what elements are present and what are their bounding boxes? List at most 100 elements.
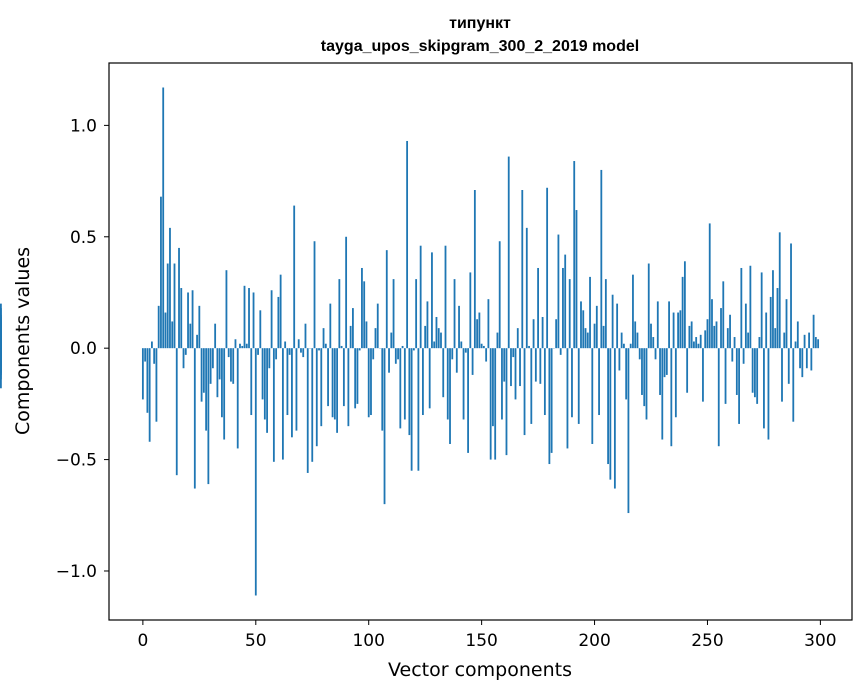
bar: [207, 348, 210, 485]
bar: [428, 348, 431, 409]
bar: [370, 348, 372, 416]
bar: [708, 223, 711, 349]
bar: [485, 348, 488, 362]
bar: [293, 205, 296, 349]
bar: [234, 339, 237, 349]
bar: [376, 303, 379, 349]
bar: [767, 348, 770, 440]
bar: [589, 276, 591, 349]
bar: [792, 348, 795, 422]
bar: [189, 323, 192, 349]
bar: [239, 343, 241, 349]
bar: [534, 348, 537, 382]
bar: [747, 332, 750, 349]
bar: [559, 348, 562, 355]
bar: [785, 299, 788, 349]
bar: [291, 348, 293, 438]
bar: [591, 348, 594, 444]
bar: [374, 328, 377, 349]
bar: [286, 348, 289, 416]
bar: [496, 332, 499, 349]
bar: [616, 303, 619, 349]
bar: [297, 339, 300, 349]
bar: [252, 292, 255, 349]
bar: [801, 348, 804, 378]
bar: [564, 254, 567, 349]
bar: [193, 348, 196, 489]
bar: [677, 312, 680, 349]
bar: [817, 339, 820, 349]
bar: [661, 348, 664, 440]
bar: [205, 348, 208, 431]
bar: [604, 279, 607, 349]
bar: [751, 348, 754, 393]
bar: [248, 288, 250, 349]
bar: [620, 332, 623, 349]
bar: [663, 348, 666, 378]
y-axis-label: Components values: [12, 247, 34, 435]
y-tick-label: 0.0: [70, 339, 97, 359]
bar: [693, 341, 695, 349]
bar: [595, 305, 598, 349]
bar: [478, 312, 481, 349]
bar: [543, 348, 546, 416]
bar: [726, 328, 729, 349]
bar-series: [0, 87, 820, 596]
bar: [487, 299, 490, 349]
bar: [546, 187, 549, 349]
bar: [232, 348, 235, 384]
bar: [169, 227, 171, 349]
bar: [571, 348, 573, 418]
bar: [781, 348, 783, 402]
bar: [814, 337, 817, 349]
bar: [537, 267, 539, 349]
bar: [805, 348, 808, 369]
bar: [184, 348, 187, 355]
y-tick-label: 0.5: [70, 228, 97, 248]
bar: [607, 348, 609, 465]
bar: [528, 345, 530, 349]
bar: [254, 348, 257, 596]
bar: [453, 279, 456, 349]
bar: [266, 348, 268, 433]
bar: [166, 263, 169, 349]
bar: [426, 301, 429, 349]
bar: [164, 312, 167, 349]
bar: [437, 328, 440, 349]
bar: [492, 348, 494, 427]
bar: [444, 245, 447, 349]
bar: [329, 303, 332, 349]
bar: [735, 348, 738, 395]
bar: [482, 345, 485, 349]
bar: [720, 308, 722, 349]
bar: [446, 348, 449, 420]
bar: [306, 348, 309, 473]
bar: [541, 316, 544, 349]
bar: [790, 243, 792, 349]
bar: [367, 348, 370, 418]
bar: [756, 348, 759, 404]
bar: [670, 348, 673, 447]
bar: [650, 323, 652, 349]
bar: [510, 348, 512, 387]
bar: [230, 348, 232, 382]
bar: [451, 348, 454, 360]
x-tick-label: 300: [804, 631, 836, 651]
bar: [196, 334, 198, 349]
bar: [469, 272, 472, 349]
bar: [749, 265, 752, 349]
bar: [415, 279, 418, 349]
bar: [424, 325, 427, 349]
bar: [494, 348, 497, 460]
bar: [462, 348, 465, 420]
x-tick-label: 150: [465, 631, 497, 651]
bar: [516, 328, 519, 349]
bar: [634, 321, 637, 349]
bar: [349, 325, 352, 349]
bar: [422, 348, 424, 416]
bar: [352, 308, 354, 349]
bar: [354, 348, 357, 409]
bar: [279, 274, 282, 349]
bar: [281, 348, 284, 460]
